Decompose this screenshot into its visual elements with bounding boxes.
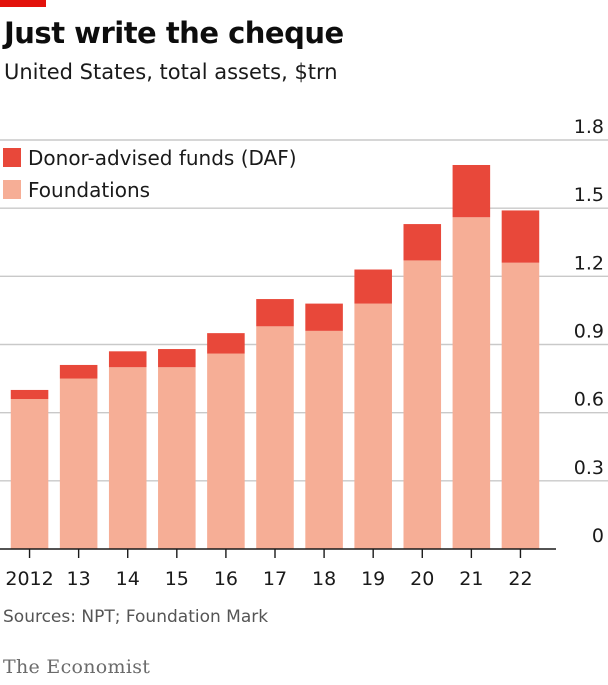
y-tick-label: 0.3	[574, 457, 604, 479]
x-tick-label: 18	[312, 568, 336, 590]
bar-daf	[256, 299, 294, 327]
bar-foundations	[59, 378, 98, 549]
bar-foundations	[207, 353, 245, 549]
bar-daf	[403, 224, 442, 261]
bar-foundations	[305, 330, 343, 549]
bar-foundations	[256, 326, 294, 549]
bar-daf	[59, 364, 98, 379]
y-tick-label: 0.9	[574, 321, 604, 343]
bar-foundations	[158, 367, 196, 549]
x-tick-label: 17	[263, 568, 287, 590]
axes: 0 0.3 0.6 0.9 1.2 1.5 1.8 2012 13 14 15 16 17 18 19 20 2…	[0, 116, 604, 590]
bar-daf	[207, 333, 245, 354]
legend-swatch	[3, 180, 21, 199]
brand-accent-bar	[0, 0, 46, 7]
legend: Donor-advised funds (DAF) Foundations	[3, 146, 297, 202]
x-tick-label: 16	[214, 568, 238, 590]
x-tick-label: 2012	[5, 568, 53, 590]
source-note: Sources: NPT; Foundation Mark	[3, 607, 269, 627]
bar-foundations	[452, 217, 491, 549]
bars	[10, 164, 540, 549]
x-tick-label: 14	[116, 568, 140, 590]
publisher-logo: The Economist	[3, 656, 151, 678]
x-tick-label: 13	[67, 568, 91, 590]
bar-daf	[354, 269, 392, 304]
x-tick-label: 15	[165, 568, 189, 590]
y-tick-label: 0.6	[574, 389, 604, 411]
bar-daf	[108, 351, 147, 368]
bar-foundations	[403, 260, 442, 549]
bar-foundations	[108, 367, 147, 549]
bar-daf	[10, 389, 49, 400]
bar-foundations	[10, 399, 49, 549]
x-tick-label: 21	[459, 568, 483, 590]
chart-title: Just write the cheque	[4, 16, 344, 50]
legend-swatch	[3, 148, 21, 167]
bar-foundations	[501, 262, 540, 549]
bar-daf	[158, 349, 196, 368]
y-tick-label: 0	[592, 525, 604, 547]
bar-daf	[452, 164, 491, 218]
x-tick-label: 22	[508, 568, 532, 590]
x-tick-label: 20	[410, 568, 434, 590]
bar-daf	[501, 210, 540, 263]
bar-daf	[305, 303, 343, 331]
y-tick-label: 1.8	[574, 116, 604, 138]
x-tick-label: 19	[361, 568, 385, 590]
legend-label: Donor-advised funds (DAF)	[28, 146, 297, 170]
bar-foundations	[354, 303, 392, 549]
legend-label: Foundations	[28, 178, 150, 202]
y-tick-label: 1.2	[574, 252, 604, 274]
y-tick-label: 1.5	[574, 184, 604, 206]
chart-subtitle: United States, total assets, $trn	[4, 60, 338, 84]
